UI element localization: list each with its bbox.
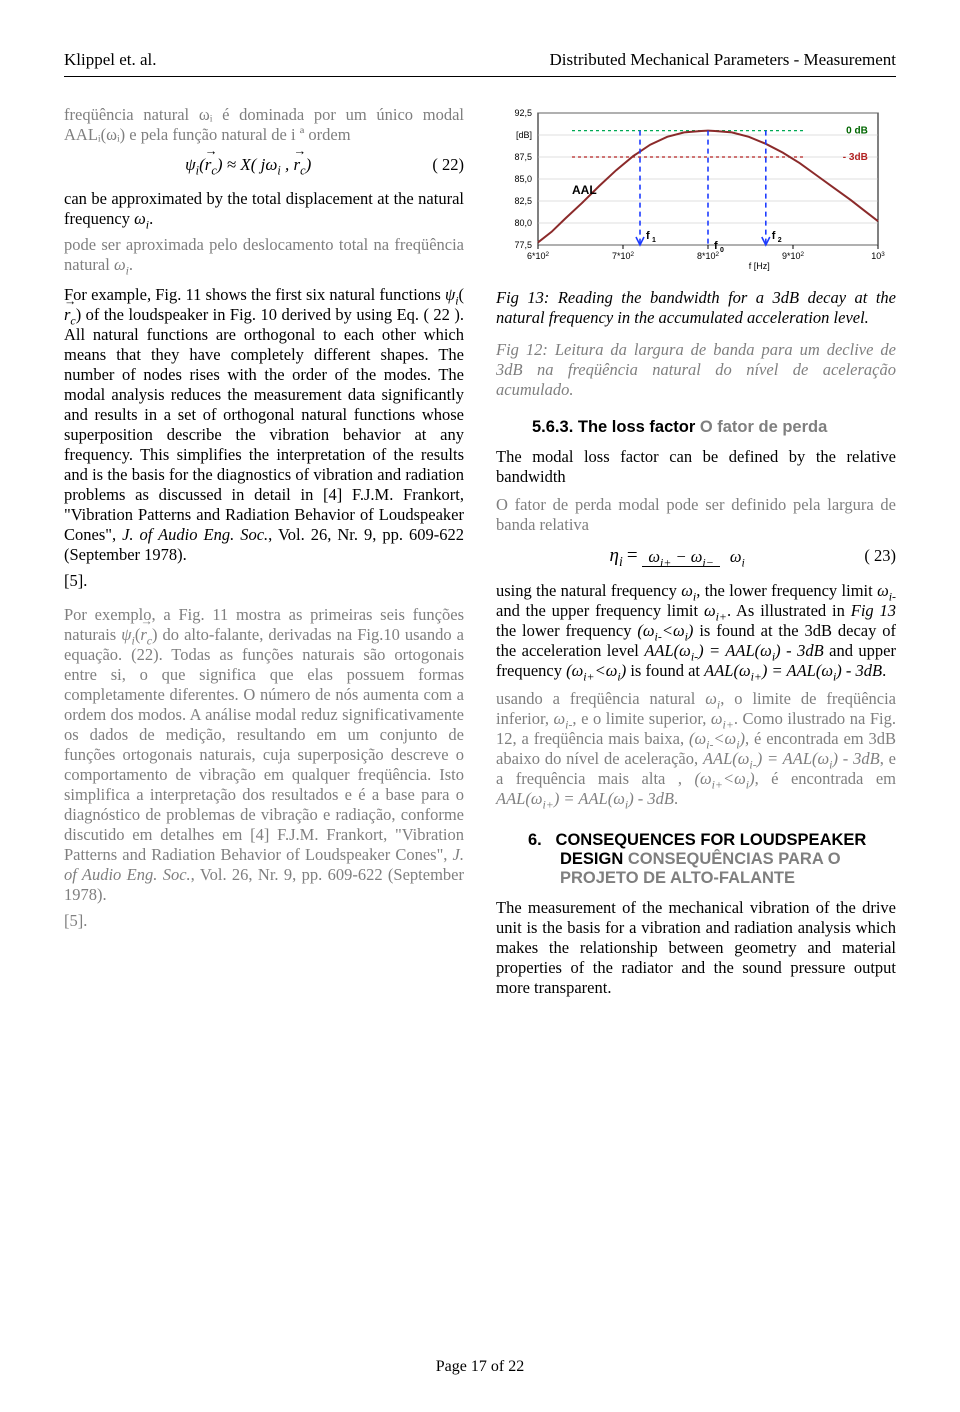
- svg-text:6*102: 6*102: [527, 251, 550, 262]
- svg-text:7*102: 7*102: [612, 251, 635, 262]
- left-intro: freqüência natural ωᵢ é dominada por um …: [64, 105, 464, 145]
- page-header: Klippel et. al. Distributed Mechanical P…: [64, 50, 896, 70]
- svg-text:0: 0: [720, 247, 724, 254]
- svg-text:[dB]: [dB]: [516, 130, 532, 140]
- left-column: freqüência natural ωᵢ é dominada por um …: [64, 105, 464, 1004]
- page-footer: Page 17 of 22: [0, 1358, 960, 1376]
- svg-text:8*102: 8*102: [697, 251, 720, 262]
- svg-text:77,5: 77,5: [514, 240, 532, 250]
- header-left: Klippel et. al.: [64, 50, 157, 70]
- svg-text:2: 2: [778, 237, 782, 244]
- right-p3: The measurement of the mechanical vibrat…: [496, 898, 896, 998]
- svg-text:f: f: [714, 240, 718, 252]
- fig13-chart: 92,5 [dB] 87,5 85,0 82,5 80,0 77,56*102 7*102 8*…: [496, 105, 896, 280]
- svg-text:92,5: 92,5: [514, 108, 532, 118]
- eq22-num: ( 22): [432, 155, 464, 175]
- subsection-5-6-3: 5.6.3. The loss factor O fator de perda: [532, 418, 896, 437]
- svg-text:- 3dB: - 3dB: [843, 152, 868, 163]
- fig12-caption: Fig 12: Leitura da largura de banda para…: [496, 340, 896, 400]
- chart-svg: 92,5 [dB] 87,5 85,0 82,5 80,0 77,56*102 7*102 8*…: [496, 105, 886, 275]
- svg-text:87,5: 87,5: [514, 152, 532, 162]
- right-p2-grey: usando a freqüência natural ωi, o limite…: [496, 689, 896, 809]
- svg-text:f [Hz]: f [Hz]: [749, 261, 770, 271]
- eq23-num: ( 23): [864, 546, 896, 566]
- right-p2: using the natural frequency ωi, the lowe…: [496, 581, 896, 681]
- two-column-layout: freqüência natural ωᵢ é dominada por um …: [64, 105, 896, 1004]
- ref-5b: [5].: [64, 911, 464, 931]
- svg-text:80,0: 80,0: [514, 218, 532, 228]
- svg-text:0 dB: 0 dB: [846, 126, 868, 137]
- svg-text:AAL: AAL: [572, 183, 597, 197]
- svg-text:103: 103: [871, 251, 885, 262]
- right-p1: The modal loss factor can be defined by …: [496, 447, 896, 487]
- equation-23: ηi = ωi+ − ωi− ωi ( 23): [496, 545, 896, 567]
- left-p3: pode ser aproximada pelo deslocamento to…: [64, 235, 464, 275]
- svg-text:9*102: 9*102: [782, 251, 805, 262]
- svg-text:85,0: 85,0: [514, 174, 532, 184]
- eq22-formula: ψi(rc) ≈ X( jωi , rc): [64, 155, 432, 175]
- left-p2: can be approximated by the total displac…: [64, 189, 464, 229]
- svg-text:f: f: [772, 230, 776, 242]
- header-right: Distributed Mechanical Parameters - Meas…: [550, 50, 896, 70]
- equation-22: ψi(rc) ≈ X( jωi , rc) ( 22): [64, 155, 464, 175]
- svg-text:f: f: [646, 230, 650, 242]
- left-p5: Por exemplo, a Fig. 11 mostra as primeir…: [64, 605, 464, 905]
- header-rule: [64, 76, 896, 77]
- ref-5a: [5].: [64, 571, 464, 591]
- svg-text:1: 1: [652, 237, 656, 244]
- section-6-heading: 6. CONSEQUENCES FOR LOUDSPEAKER DESIGN C…: [528, 831, 896, 888]
- right-column: 92,5 [dB] 87,5 85,0 82,5 80,0 77,56*102 7*102 8*…: [496, 105, 896, 1004]
- left-p4: For example, Fig. 11 shows the first six…: [64, 285, 464, 565]
- svg-text:82,5: 82,5: [514, 196, 532, 206]
- right-p1-grey: O fator de perda modal pode ser definido…: [496, 495, 896, 535]
- fig13-caption: Fig 13: Reading the bandwidth for a 3dB …: [496, 288, 896, 328]
